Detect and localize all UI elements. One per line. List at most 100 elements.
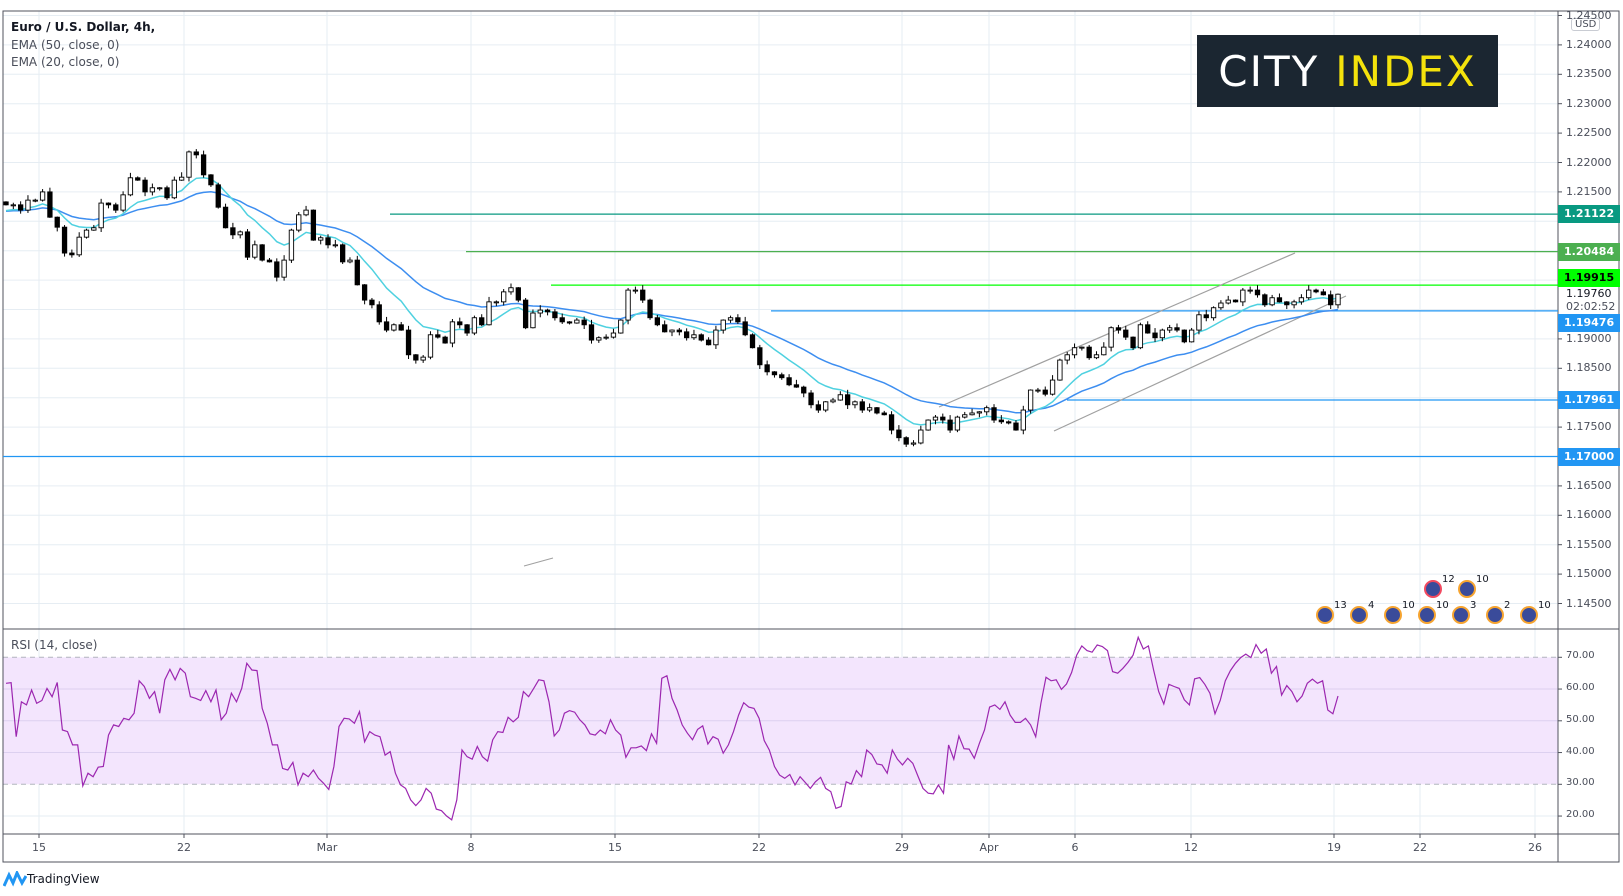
candle-body bbox=[259, 244, 265, 261]
event-flag-icon[interactable] bbox=[1350, 606, 1368, 624]
price-tick-label: 1.23500 bbox=[1566, 67, 1612, 81]
candle-body bbox=[669, 329, 675, 333]
event-count: 3 bbox=[1470, 600, 1477, 611]
candle bbox=[581, 316, 587, 330]
event-flag-icon[interactable] bbox=[1316, 606, 1334, 624]
candle bbox=[530, 309, 536, 329]
candle bbox=[676, 327, 682, 336]
candle bbox=[1188, 327, 1195, 343]
candle-body bbox=[808, 392, 814, 406]
candle bbox=[918, 425, 924, 445]
candle bbox=[1057, 358, 1063, 381]
candle bbox=[1086, 345, 1092, 360]
candle-body bbox=[940, 416, 946, 421]
level-price-label: 1.17961 bbox=[1558, 390, 1620, 409]
candle-body bbox=[1042, 389, 1048, 395]
candle-body bbox=[1020, 409, 1026, 431]
candle-body bbox=[1071, 347, 1078, 356]
candle bbox=[691, 329, 697, 340]
candle bbox=[471, 315, 478, 336]
candle-body bbox=[1196, 314, 1202, 331]
time-tick-label: 8 bbox=[467, 841, 475, 854]
candle bbox=[127, 172, 134, 197]
candle-body bbox=[310, 209, 317, 241]
candle bbox=[647, 298, 653, 320]
event-flag-icon[interactable] bbox=[1486, 606, 1504, 624]
candle-body bbox=[1269, 297, 1275, 306]
candle bbox=[1269, 294, 1275, 307]
candle-body bbox=[1262, 294, 1268, 306]
candle bbox=[442, 335, 448, 344]
candle-body bbox=[683, 331, 690, 339]
time-tick-label: 29 bbox=[895, 841, 909, 854]
time-tick-label: 22 bbox=[752, 841, 766, 854]
candle-body bbox=[662, 324, 668, 333]
candle-body bbox=[866, 407, 873, 411]
candle-body bbox=[837, 394, 843, 401]
candle bbox=[1247, 286, 1253, 294]
candle-body bbox=[793, 384, 800, 388]
candle bbox=[288, 228, 295, 263]
candle-body bbox=[984, 407, 990, 413]
time-tick-label: 26 bbox=[1528, 841, 1542, 854]
event-flag-icon[interactable] bbox=[1452, 606, 1470, 624]
event-flag-icon[interactable] bbox=[1384, 606, 1402, 624]
event-flag-icon[interactable] bbox=[1458, 580, 1476, 598]
price-tick-label: 1.14500 bbox=[1566, 596, 1612, 610]
candle bbox=[105, 202, 112, 209]
candle-body bbox=[735, 317, 741, 323]
event-flag-icon[interactable] bbox=[1418, 606, 1436, 624]
tradingview-logo-icon bbox=[3, 871, 27, 887]
candle bbox=[640, 285, 646, 303]
candle bbox=[318, 235, 324, 245]
event-flag-icon[interactable] bbox=[1520, 606, 1538, 624]
candle-body bbox=[1101, 346, 1107, 356]
rsi-tick-label: 50.00 bbox=[1566, 713, 1595, 725]
time-tick-label: 22 bbox=[1413, 841, 1427, 854]
rsi-legend[interactable]: RSI (14, close) bbox=[11, 638, 98, 652]
candle-body bbox=[618, 319, 624, 334]
candle bbox=[1013, 420, 1019, 431]
candle bbox=[962, 411, 968, 419]
ema20-legend[interactable]: EMA (20, close, 0) bbox=[11, 55, 120, 69]
candle-body bbox=[215, 184, 221, 208]
candle bbox=[830, 397, 836, 404]
candle bbox=[632, 286, 639, 294]
candle bbox=[252, 240, 258, 260]
price-tick-label: 1.24500 bbox=[1566, 8, 1612, 22]
candle bbox=[486, 296, 492, 326]
candle-body bbox=[1298, 297, 1305, 303]
ema50-legend[interactable]: EMA (50, close, 0) bbox=[11, 38, 120, 52]
price-tick-label: 1.23000 bbox=[1566, 96, 1612, 110]
level-price-label: 1.19915 bbox=[1558, 269, 1620, 287]
candle bbox=[954, 415, 961, 433]
currency-badge[interactable]: USD bbox=[1571, 18, 1601, 31]
candle-body bbox=[164, 187, 170, 199]
candle bbox=[720, 319, 726, 334]
level-price-label: 1.19476 bbox=[1558, 314, 1620, 332]
candle-body bbox=[142, 179, 148, 193]
candle bbox=[559, 313, 565, 324]
candle-body bbox=[1328, 294, 1334, 306]
candle bbox=[771, 371, 778, 378]
channel-lower-line bbox=[1053, 295, 1347, 432]
candle-body bbox=[1174, 327, 1180, 331]
tradingview-brand[interactable]: TradingView bbox=[3, 871, 100, 887]
rsi-tick-label: 60.00 bbox=[1566, 682, 1595, 694]
candle bbox=[749, 333, 756, 349]
candle-body bbox=[1284, 301, 1290, 306]
candle-body bbox=[559, 317, 565, 323]
symbol-title[interactable]: Euro / U.S. Dollar, 4h, bbox=[11, 20, 156, 34]
candle bbox=[1049, 375, 1056, 396]
candle-body bbox=[91, 227, 97, 231]
candle bbox=[764, 360, 770, 376]
candle bbox=[347, 257, 353, 264]
candle bbox=[859, 398, 865, 413]
candle bbox=[852, 400, 858, 409]
event-flag-icon[interactable] bbox=[1424, 580, 1442, 598]
ema20-line bbox=[5, 176, 1339, 426]
candle bbox=[1181, 329, 1187, 344]
candle-body bbox=[1079, 346, 1085, 349]
candle bbox=[537, 305, 543, 318]
